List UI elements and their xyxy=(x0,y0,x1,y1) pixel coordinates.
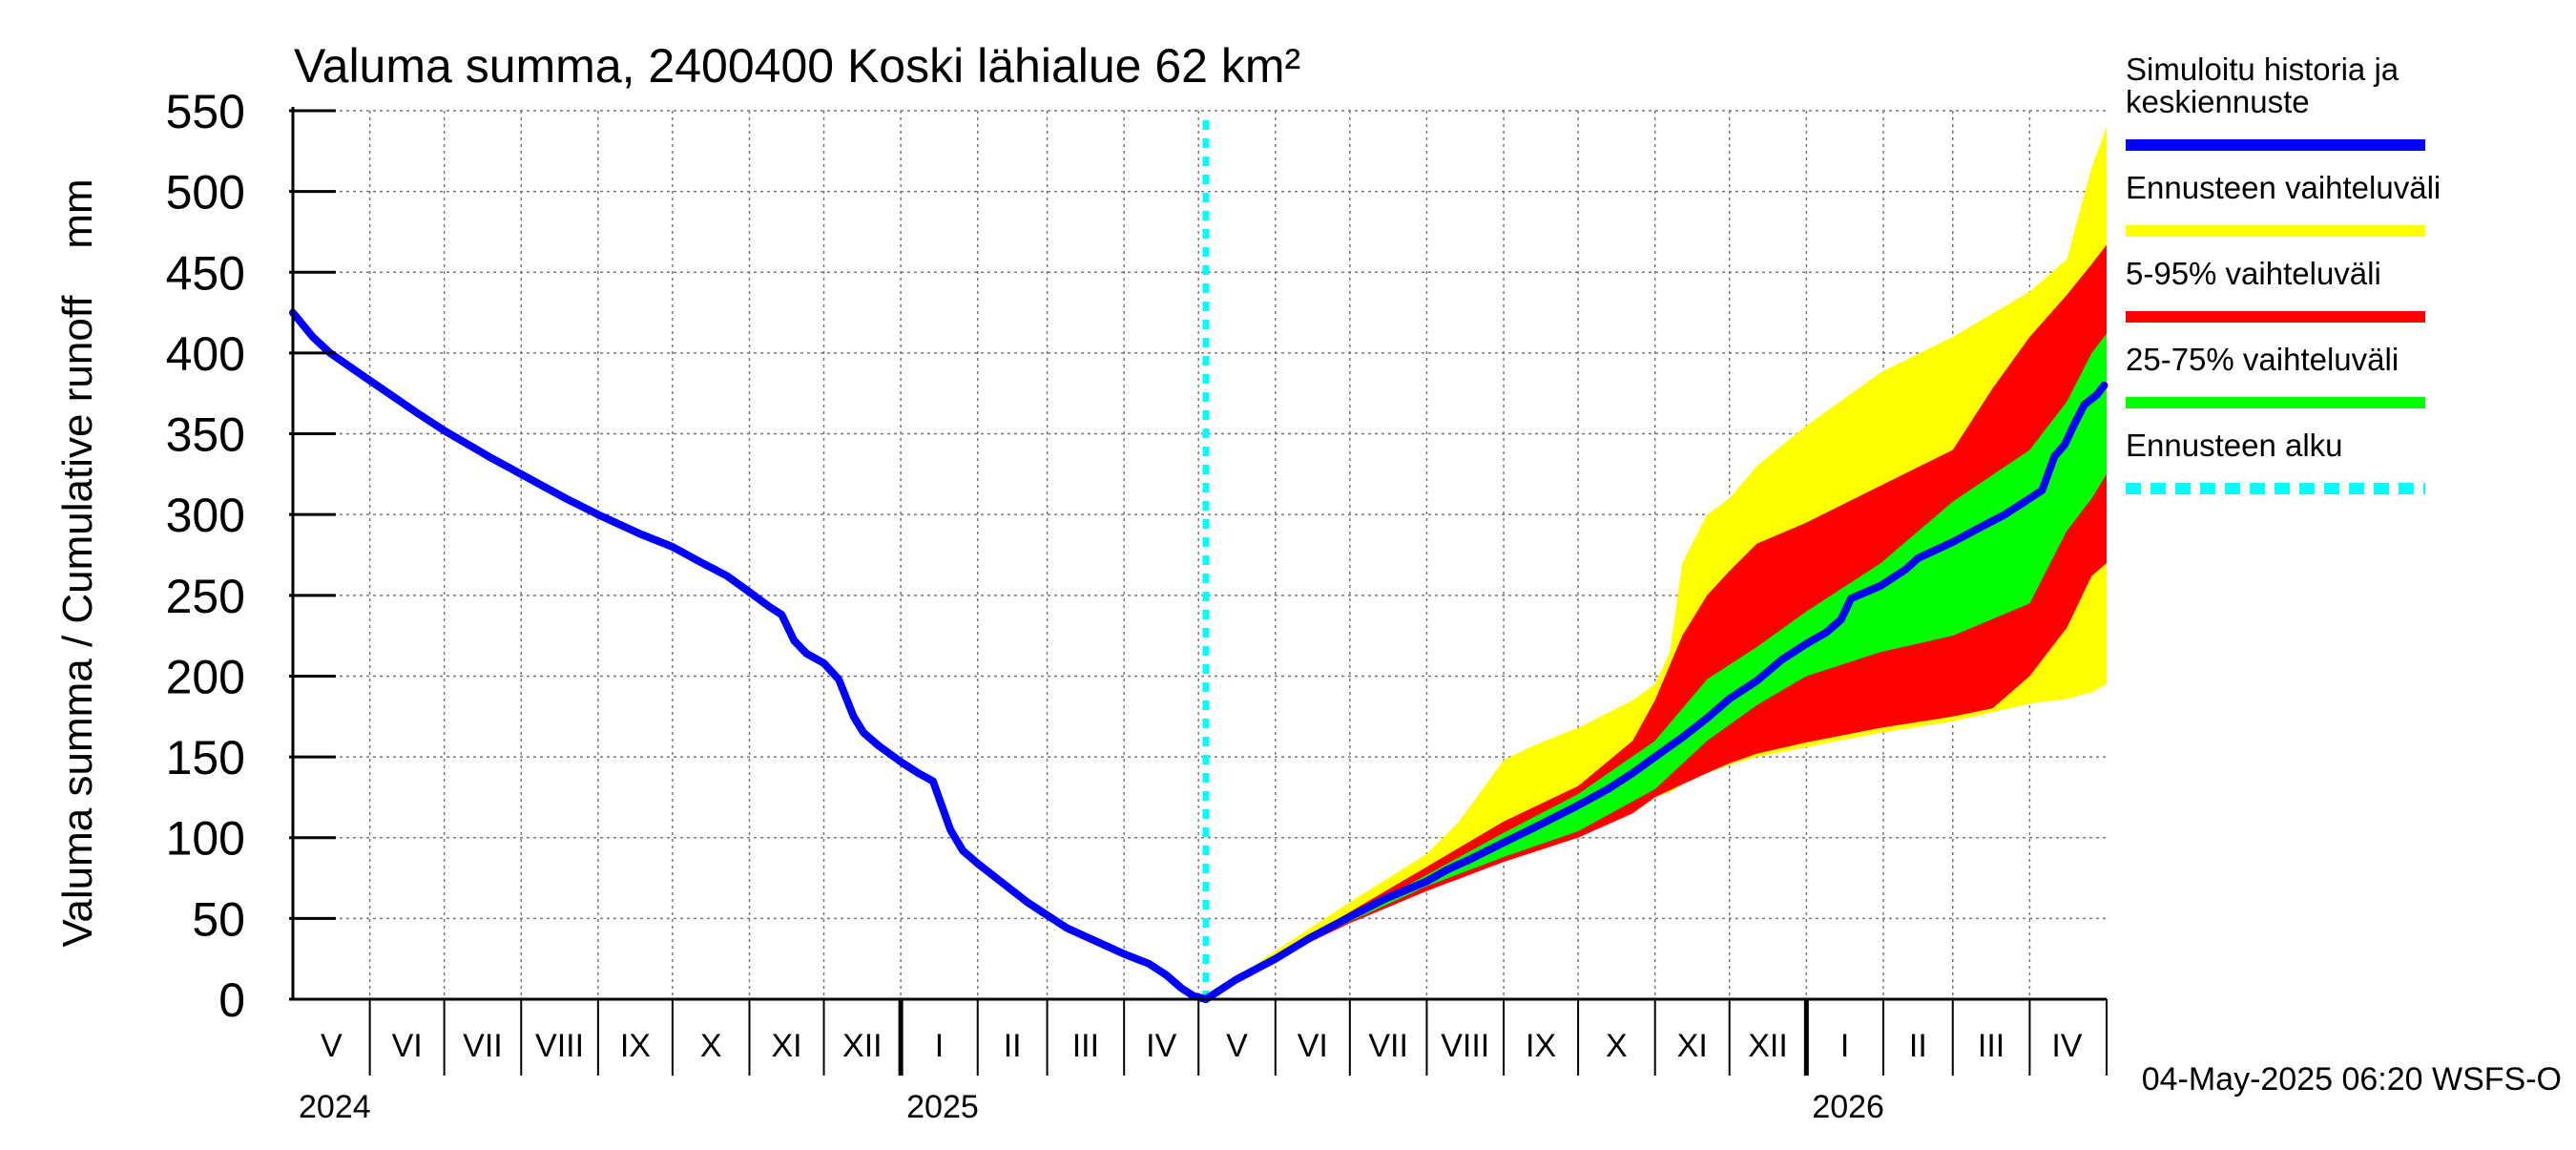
x-month-label-2: VII xyxy=(463,1028,503,1064)
y-tick-label-50: 50 xyxy=(192,892,245,946)
x-month-label-13: VI xyxy=(1298,1028,1328,1064)
x-month-label-4: IX xyxy=(620,1028,651,1064)
x-month-label-17: X xyxy=(1606,1028,1628,1064)
x-month-label-7: XII xyxy=(842,1028,883,1064)
x-month-label-8: I xyxy=(935,1028,944,1064)
forecast-bands xyxy=(1206,126,2107,1000)
x-month-label-18: XI xyxy=(1677,1028,1708,1064)
y-tick-label-400: 400 xyxy=(166,327,245,381)
y-tick-label-450: 450 xyxy=(166,246,245,300)
x-month-label-1: VI xyxy=(392,1028,423,1064)
legend-label-4-0: Ennusteen alku xyxy=(2126,428,2343,463)
x-month-label-11: IV xyxy=(1146,1028,1176,1064)
series-lines xyxy=(289,120,2109,1003)
x-month-label-21: II xyxy=(1909,1028,1927,1064)
y-axis-label: Valuma summa / Cumulative runoff mm xyxy=(54,178,101,947)
y-tick-label-500: 500 xyxy=(166,166,245,220)
x-year-label-2025: 2025 xyxy=(906,1089,979,1125)
legend-label-3-0: 25-75% vaihteluväli xyxy=(2126,342,2399,377)
y-tick-label-350: 350 xyxy=(166,408,245,462)
y-tick-label-300: 300 xyxy=(166,489,245,542)
x-year-label-2026: 2026 xyxy=(1812,1089,1884,1125)
y-tick-label-100: 100 xyxy=(166,812,245,866)
x-month-label-22: III xyxy=(1978,1028,2005,1064)
x-month-label-5: X xyxy=(700,1028,722,1064)
legend-label-1-0: Ennusteen vaihteluväli xyxy=(2126,170,2441,205)
legend-label-0-1: keskiennuste xyxy=(2126,84,2310,119)
y-tick-label-150: 150 xyxy=(166,731,245,784)
x-month-label-6: XI xyxy=(771,1028,801,1064)
x-month-label-14: VII xyxy=(1368,1028,1408,1064)
timestamp-footer: 04-May-2025 06:20 WSFS-O xyxy=(2142,1061,2562,1098)
x-month-label-16: IX xyxy=(1526,1028,1556,1064)
axes xyxy=(289,107,2108,1076)
x-month-label-12: V xyxy=(1226,1028,1248,1064)
x-month-label-23: IV xyxy=(2051,1028,2082,1064)
y-tick-label-0: 0 xyxy=(218,973,245,1027)
x-month-label-10: III xyxy=(1072,1028,1099,1064)
history-line xyxy=(289,308,1210,1003)
grid-lines xyxy=(293,110,2107,1000)
legend-label-2-0: 5-95% vaihteluväli xyxy=(2126,256,2381,291)
legend-label-0-0: Simuloitu historia ja xyxy=(2126,52,2399,87)
x-month-label-3: VIII xyxy=(535,1028,584,1064)
x-month-label-20: I xyxy=(1840,1028,1849,1064)
x-month-label-15: VIII xyxy=(1441,1028,1489,1064)
y-tick-label-200: 200 xyxy=(166,650,245,703)
y-tick-label-250: 250 xyxy=(166,570,245,623)
y-tick-labels: 0 50 100 150 200 250 300 350 400 450 500 550 xyxy=(166,85,245,1027)
x-month-labels: V VI VII VIII IX X XI XII I II III IV V VI VII VIII IX X X… xyxy=(299,1028,2083,1125)
forecast-median-line xyxy=(1202,381,2109,1003)
y-tick-label-550: 550 xyxy=(166,85,245,138)
x-year-label-2024: 2024 xyxy=(299,1089,371,1125)
x-month-label-9: II xyxy=(1004,1028,1022,1064)
x-month-label-0: V xyxy=(321,1028,343,1064)
chart-title: Valuma summa, 2400400 Koski lähialue 62 … xyxy=(294,39,1300,93)
x-month-label-19: XII xyxy=(1748,1028,1788,1064)
